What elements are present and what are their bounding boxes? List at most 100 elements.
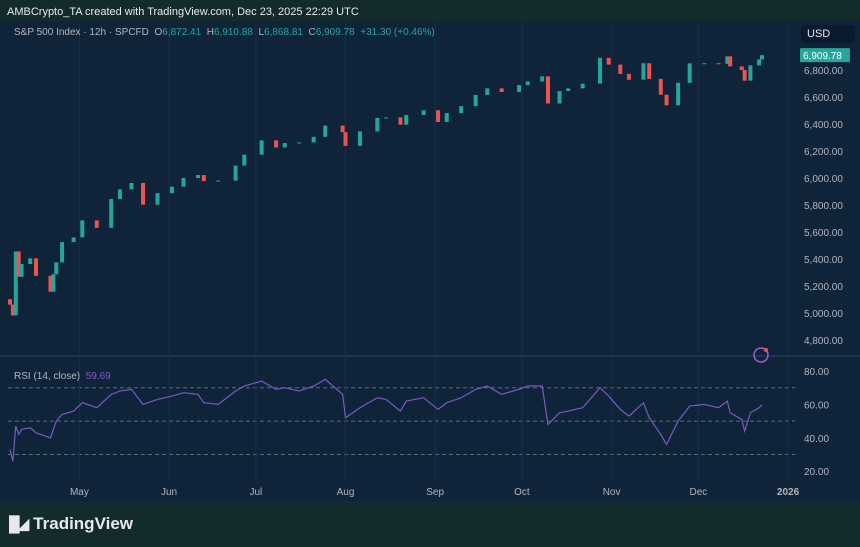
lightning-icon: [753, 347, 769, 363]
candle: [117, 189, 122, 200]
candle: [728, 56, 733, 67]
time-tick-label: Sep: [426, 487, 444, 498]
candle: [274, 140, 279, 148]
candle: [618, 64, 623, 74]
candle: [242, 154, 247, 166]
candle: [10, 304, 15, 316]
close-label: C: [308, 27, 316, 38]
candle: [702, 63, 707, 65]
price-tick-label: 5,000.00: [804, 309, 843, 320]
rsi-tick-label: 80.00: [804, 367, 829, 378]
time-tick-label: Nov: [603, 487, 621, 498]
price-tick-label: 5,600.00: [804, 228, 843, 239]
currency-button[interactable]: USD: [801, 25, 855, 43]
candle: [181, 178, 186, 187]
candle: [169, 186, 174, 194]
candle: [196, 175, 200, 178]
brand-name: TradingView: [33, 514, 133, 533]
candle: [323, 125, 328, 137]
candle: [606, 57, 611, 65]
candle: [436, 110, 441, 122]
candle: [71, 237, 76, 243]
high-value: 6,910.88: [213, 27, 253, 38]
time-tick-label: Oct: [514, 487, 530, 498]
candle: [499, 88, 504, 93]
candle: [34, 258, 39, 276]
candle: [473, 94, 478, 107]
rsi-tick-label: 40.00: [804, 434, 829, 445]
price-tick-label: 6,800.00: [804, 66, 843, 77]
time-tick-label: Aug: [337, 487, 355, 498]
candle: [109, 199, 114, 228]
candle: [444, 113, 449, 122]
symbol-legend: S&P 500 Index · 12h · SPCFD O6,872.41 H6…: [14, 27, 435, 38]
candle: [357, 131, 362, 146]
price-tick-label: 5,400.00: [804, 255, 843, 266]
chart-credit: AMBCrypto_TA created with TradingView.co…: [7, 6, 359, 18]
candle: [201, 175, 206, 182]
candle: [626, 73, 631, 80]
candle: [525, 81, 530, 86]
candle: [598, 57, 603, 84]
candle: [398, 117, 403, 125]
candle: [658, 78, 663, 95]
close-value: 6,909.78: [315, 27, 355, 38]
candle: [297, 142, 302, 144]
candle: [384, 117, 388, 119]
candle: [28, 258, 33, 264]
candle: [725, 56, 730, 64]
price-tick-label: 5,200.00: [804, 282, 843, 293]
candle: [259, 140, 264, 155]
time-tick-label: 2026: [777, 487, 800, 498]
candle: [16, 251, 21, 277]
candle: [748, 65, 753, 81]
candle: [343, 132, 348, 146]
rsi-label: RSI (14, close): [14, 371, 81, 382]
rsi-tick-label: 20.00: [804, 467, 829, 478]
price-tick-label: 6,200.00: [804, 147, 843, 158]
price-tick-label: 4,800.00: [804, 336, 843, 347]
candle: [716, 63, 721, 65]
candle: [155, 193, 160, 205]
candle: [141, 182, 146, 205]
low-value: 6,868.81: [264, 27, 303, 38]
candle: [557, 91, 562, 104]
candle: [311, 136, 316, 143]
open-label: O: [154, 27, 163, 38]
candle: [421, 110, 426, 115]
candle: [233, 165, 238, 181]
candle: [216, 180, 221, 182]
candle: [60, 242, 65, 263]
time-tick-label: Dec: [689, 487, 707, 498]
price-tick-label: 6,600.00: [804, 93, 843, 104]
candle: [545, 76, 550, 104]
rsi-value: 59.69: [85, 371, 111, 382]
candle: [54, 262, 59, 275]
tradingview-logo: █◢ TradingView: [9, 514, 133, 534]
notification-dot: [764, 348, 768, 352]
candle: [641, 63, 646, 80]
candle: [404, 114, 409, 125]
candle: [282, 143, 287, 148]
time-tick-label: Jul: [249, 487, 262, 498]
candle: [664, 94, 669, 106]
symbol-name: S&P 500 Index · 12h · SPCFD: [14, 27, 149, 38]
change-value: +31.30 (+0.46%): [360, 27, 435, 38]
candle: [760, 55, 764, 60]
high-label: H: [206, 27, 214, 38]
candle: [129, 182, 134, 190]
candle: [340, 125, 345, 133]
candle: [13, 251, 18, 316]
rsi-legend: RSI (14, close) 59.69: [14, 371, 111, 382]
candle: [580, 83, 585, 89]
candle: [517, 85, 522, 93]
candle: [94, 220, 99, 228]
open-value: 6,872.41: [162, 27, 202, 38]
candle: [687, 63, 692, 83]
candle: [51, 274, 56, 292]
low-label: L: [258, 27, 265, 38]
candle: [540, 76, 545, 82]
last-price-badge: [800, 48, 850, 63]
candle: [485, 88, 490, 95]
